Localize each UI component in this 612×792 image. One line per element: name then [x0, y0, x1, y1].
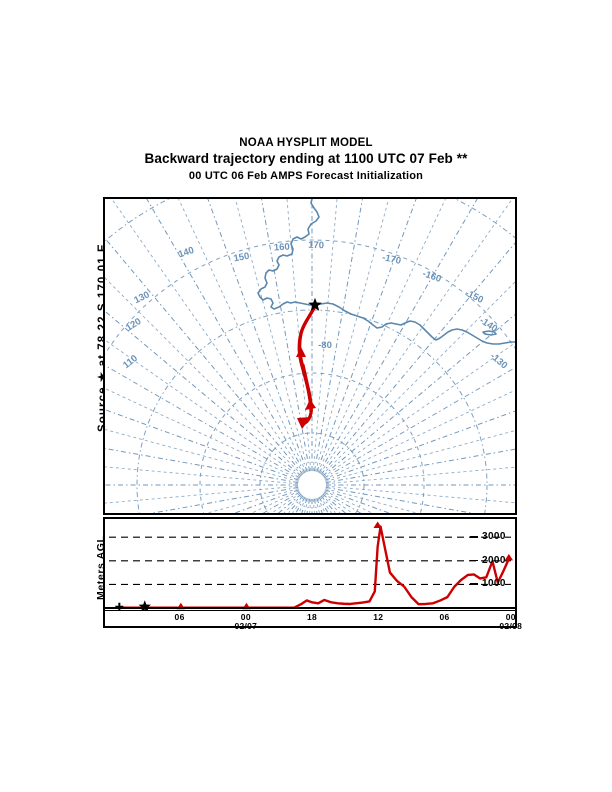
time-tick-date: 02/07 [234, 621, 258, 631]
height-axis-tick-label: 2000 [482, 554, 506, 566]
meridian-label: 160 [274, 241, 291, 253]
meridian-label: 130 [132, 289, 151, 306]
meridian-label: -150 [463, 288, 485, 306]
model-title: NOAA HYSPLIT MODEL [239, 137, 373, 149]
meridian-label: 110 [121, 353, 140, 371]
source-star-icon [308, 297, 322, 311]
time-tick-hour: 00 [505, 612, 516, 622]
title-block: NOAA HYSPLIT MODEL Backward trajectory e… [0, 136, 612, 184]
height-profile-panel [103, 517, 517, 611]
height-star-marker [138, 600, 151, 611]
height-label-dash [470, 559, 478, 562]
height-axis-tick-label: 3000 [482, 531, 506, 543]
height-markers [115, 521, 514, 611]
height-label-dash [470, 536, 478, 538]
meteorology-subtitle: 00 UTC 06 Feb AMPS Forecast Initializati… [188, 170, 424, 182]
trajectory-path [297, 304, 317, 425]
time-tick-hour: 12 [373, 612, 384, 622]
meridian-label: 120 [124, 316, 143, 334]
meridian-label: -170 [381, 252, 402, 267]
time-axis-panel [103, 611, 517, 628]
time-tick-date: 02/08 [499, 621, 523, 631]
map-panel: 110 120 130 140 150 160 170 -170 -160 -150 -140 -13… [103, 197, 517, 515]
time-tick-hour: 06 [439, 612, 450, 622]
height-trajectory-line [118, 525, 511, 609]
height-triangle-marker [504, 553, 514, 561]
height-label-dash [470, 583, 478, 585]
meridian-label: -130 [488, 351, 510, 372]
time-tick-hour: 18 [307, 612, 318, 622]
height-series-line [118, 525, 511, 609]
height-profile-chart [105, 521, 515, 611]
meridian-label: 150 [233, 251, 251, 265]
map-graticule [105, 199, 515, 513]
height-gridlines [109, 536, 511, 585]
trajectory-title: Backward trajectory ending at 1100 UTC 0… [144, 151, 468, 166]
height-cross-marker [115, 602, 124, 611]
time-tick-hour: 00 [240, 612, 251, 622]
source-star-marker [308, 297, 322, 311]
meridian-label: 170 [308, 240, 324, 252]
latitude-label: -80 [318, 340, 332, 351]
meridian-label: 140 [177, 245, 195, 260]
height-triangle-marker [373, 521, 382, 529]
height-axis-tick-label: 1000 [482, 578, 506, 590]
trajectory-arrowheads [296, 347, 316, 429]
meridian-label: -160 [421, 268, 443, 285]
coastline [257, 199, 515, 345]
time-tick-hour: 06 [174, 612, 185, 622]
